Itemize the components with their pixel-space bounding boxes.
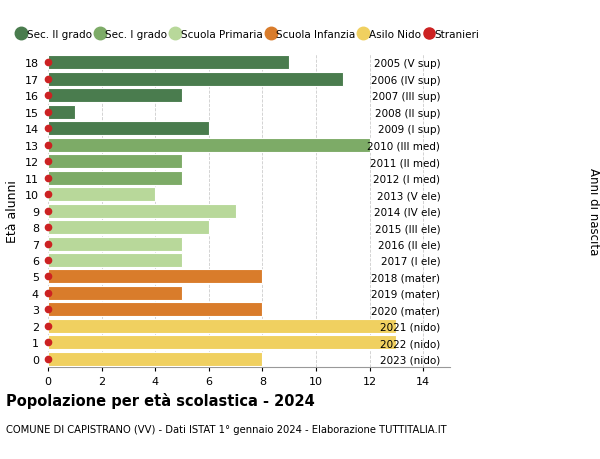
Text: Anni di nascita: Anni di nascita xyxy=(587,168,600,255)
Bar xyxy=(48,188,155,202)
Legend: Sec. II grado, Sec. I grado, Scuola Primaria, Scuola Infanzia, Asilo Nido, Stran: Sec. II grado, Sec. I grado, Scuola Prim… xyxy=(14,25,484,44)
Bar xyxy=(48,319,397,333)
Bar xyxy=(48,56,289,70)
Bar xyxy=(48,221,209,235)
Bar xyxy=(48,336,397,350)
Bar xyxy=(48,204,236,218)
Bar xyxy=(48,286,182,300)
Bar xyxy=(48,122,209,136)
Bar xyxy=(48,106,75,119)
Bar xyxy=(48,303,262,317)
Bar xyxy=(48,237,182,251)
Bar xyxy=(48,155,182,169)
Y-axis label: Età alunni: Età alunni xyxy=(6,180,19,242)
Text: COMUNE DI CAPISTRANO (VV) - Dati ISTAT 1° gennaio 2024 - Elaborazione TUTTITALIA: COMUNE DI CAPISTRANO (VV) - Dati ISTAT 1… xyxy=(6,425,446,435)
Bar xyxy=(48,89,182,103)
Bar xyxy=(48,352,262,366)
Text: Popolazione per età scolastica - 2024: Popolazione per età scolastica - 2024 xyxy=(6,392,315,409)
Bar xyxy=(48,139,370,152)
Bar xyxy=(48,253,182,268)
Bar xyxy=(48,270,262,284)
Bar xyxy=(48,171,182,185)
Bar xyxy=(48,73,343,87)
